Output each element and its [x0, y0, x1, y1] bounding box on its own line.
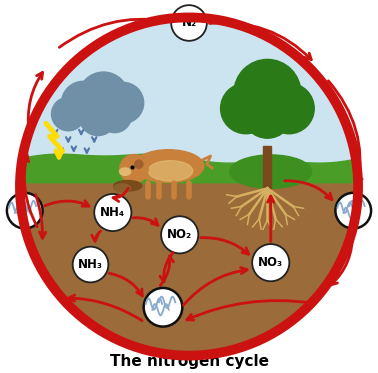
Text: NO₂: NO₂ — [167, 228, 192, 241]
Circle shape — [79, 98, 116, 136]
Ellipse shape — [148, 161, 193, 181]
Circle shape — [120, 154, 148, 183]
Circle shape — [51, 97, 85, 131]
Circle shape — [335, 193, 371, 229]
Polygon shape — [20, 154, 358, 183]
Circle shape — [234, 59, 301, 126]
Circle shape — [94, 194, 132, 231]
Circle shape — [98, 99, 132, 133]
Ellipse shape — [114, 184, 130, 192]
Text: N₂: N₂ — [181, 16, 197, 29]
Circle shape — [144, 288, 182, 327]
Ellipse shape — [114, 181, 142, 191]
Ellipse shape — [230, 155, 311, 188]
Circle shape — [242, 88, 293, 138]
Circle shape — [78, 72, 129, 123]
Text: NH₄: NH₄ — [100, 206, 125, 219]
Circle shape — [73, 247, 108, 282]
Text: The nitrogen cycle: The nitrogen cycle — [110, 354, 268, 369]
Circle shape — [161, 216, 198, 253]
Polygon shape — [16, 183, 362, 355]
Circle shape — [264, 83, 314, 134]
Ellipse shape — [119, 168, 131, 175]
Circle shape — [171, 5, 207, 41]
Circle shape — [62, 81, 105, 125]
Bar — [263, 145, 271, 188]
Text: NO₃: NO₃ — [258, 256, 284, 269]
Ellipse shape — [133, 150, 204, 182]
Circle shape — [20, 18, 358, 355]
Circle shape — [221, 83, 271, 134]
Text: NH₃: NH₃ — [78, 258, 103, 271]
Circle shape — [7, 193, 43, 229]
Circle shape — [252, 244, 289, 281]
Circle shape — [103, 82, 144, 123]
Circle shape — [135, 160, 143, 168]
